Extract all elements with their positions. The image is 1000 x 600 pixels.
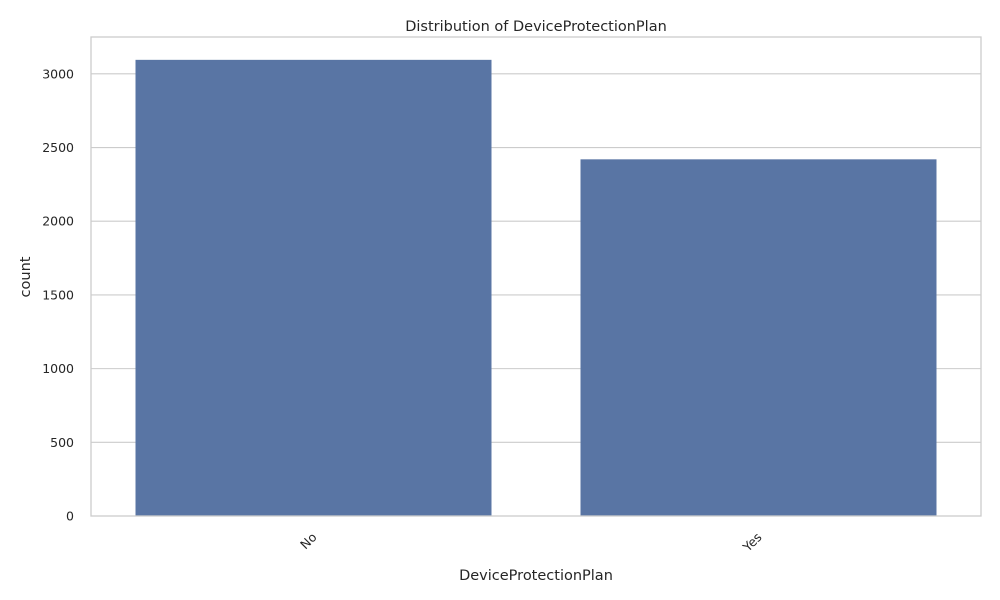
y-axis-label: count bbox=[18, 256, 34, 297]
y-tick-labels: 0 500 1000 1500 2000 2500 3000 bbox=[42, 66, 74, 523]
y-tick-label: 2000 bbox=[42, 214, 74, 229]
x-tick-label: No bbox=[297, 530, 320, 553]
bar-yes bbox=[580, 159, 937, 516]
chart-title: Distribution of DeviceProtectionPlan bbox=[405, 19, 667, 35]
x-tick-label: Yes bbox=[739, 530, 765, 556]
y-tick-label: 2500 bbox=[42, 140, 74, 155]
bars bbox=[135, 59, 937, 517]
y-tick-label: 1500 bbox=[42, 287, 74, 302]
x-tick-labels: No Yes bbox=[297, 530, 765, 556]
plot-area-frame bbox=[90, 36, 982, 517]
y-tick-label: 0 bbox=[66, 509, 74, 524]
y-tick-label: 500 bbox=[50, 435, 74, 450]
bar-no bbox=[135, 59, 492, 517]
y-tick-label: 1000 bbox=[42, 361, 74, 376]
y-tick-label: 3000 bbox=[42, 66, 74, 81]
x-axis-label: DeviceProtectionPlan bbox=[459, 568, 613, 584]
